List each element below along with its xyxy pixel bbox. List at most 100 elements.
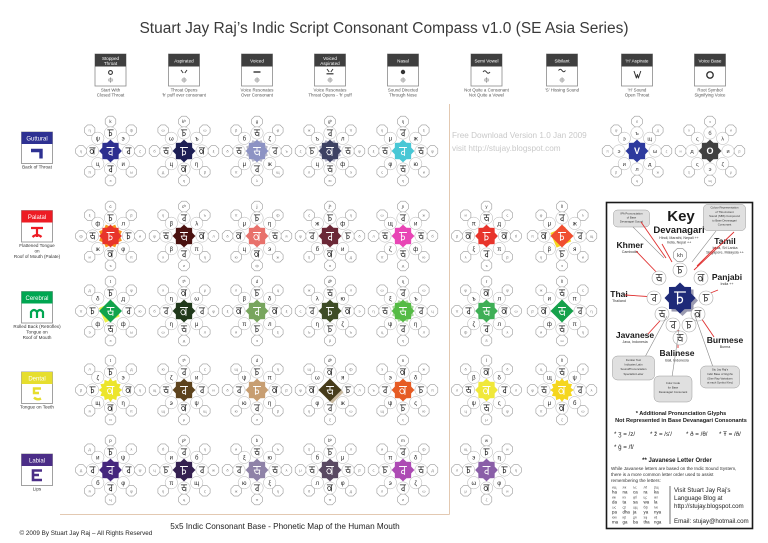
svg-text:ζ: ζ bbox=[472, 322, 475, 328]
svg-text:л: л bbox=[88, 367, 91, 372]
svg-text:of Base: of Base bbox=[627, 216, 637, 220]
svg-text:b: b bbox=[256, 438, 259, 443]
svg-text:Tongue on: Tongue on bbox=[26, 329, 48, 334]
svg-text:ψ: ψ bbox=[96, 137, 100, 143]
svg-text:иэ: иэ bbox=[623, 496, 627, 500]
svg-text:μ: μ bbox=[464, 488, 467, 493]
svg-text:ъ: ъ bbox=[315, 137, 319, 143]
svg-text:л: л bbox=[308, 169, 311, 174]
svg-text:ψ: ψ bbox=[358, 148, 361, 153]
svg-text:э: э bbox=[109, 178, 111, 183]
svg-text:❉: ❉ bbox=[327, 77, 333, 85]
svg-text:ψ: ψ bbox=[388, 401, 392, 407]
svg-text:ς: ς bbox=[373, 467, 375, 472]
svg-text:nga: nga bbox=[654, 520, 662, 525]
svg-text:© 2009 By Stuart Jay Raj – All: © 2009 By Stuart Jay Raj – All Rights Re… bbox=[20, 529, 153, 537]
svg-text:л: л bbox=[256, 417, 259, 422]
svg-text:visit http://stujay.blogspot.c: visit http://stujay.blogspot.com bbox=[452, 144, 561, 153]
svg-text:tʰ: tʰ bbox=[183, 358, 186, 363]
svg-text:э: э bbox=[350, 169, 352, 174]
svg-text:щ: щ bbox=[380, 408, 384, 413]
svg-text:жл: жл bbox=[654, 496, 658, 500]
svg-text:ξ: ξ bbox=[472, 247, 475, 253]
svg-text:э: э bbox=[381, 367, 383, 372]
svg-text:ж: ж bbox=[308, 128, 311, 133]
svg-text:ψ: ψ bbox=[299, 233, 302, 238]
svg-text:η: η bbox=[162, 213, 164, 218]
svg-text:ω: ω bbox=[422, 488, 425, 493]
svg-text:φ: φ bbox=[212, 308, 215, 313]
svg-text:и: и bbox=[582, 254, 584, 259]
svg-text:η: η bbox=[183, 178, 185, 183]
svg-text:β: β bbox=[170, 222, 174, 228]
svg-text:ψ: ψ bbox=[472, 401, 476, 407]
svg-text:δ: δ bbox=[464, 367, 467, 372]
svg-text:дя: дя bbox=[633, 516, 637, 520]
svg-text:и: и bbox=[623, 162, 626, 168]
svg-text:Stuart Jay Raj’s Indic Script: Stuart Jay Raj’s Indic Script Consonant … bbox=[139, 20, 628, 37]
svg-text:ю: ю bbox=[340, 297, 345, 303]
svg-text:Free Download Version 1.0 Jan: Free Download Version 1.0 Jan 2009 bbox=[452, 131, 587, 140]
svg-text:k: k bbox=[109, 119, 112, 124]
svg-text:kh: kh bbox=[677, 253, 683, 259]
svg-text:ζ: ζ bbox=[204, 367, 206, 372]
svg-text:б: б bbox=[243, 137, 247, 143]
svg-text:ζ: ζ bbox=[300, 148, 302, 153]
svg-text:wa: wa bbox=[644, 500, 650, 505]
svg-text:э: э bbox=[618, 149, 621, 155]
svg-text:л: л bbox=[350, 447, 353, 452]
svg-text:5x5 Indic Consonant Base - Pho: 5x5 Indic Consonant Base - Phonetic Map … bbox=[170, 522, 400, 531]
svg-text:ω: ω bbox=[162, 128, 165, 133]
svg-text:η: η bbox=[402, 338, 404, 343]
svg-text:д: д bbox=[350, 254, 353, 259]
svg-text:б: б bbox=[708, 131, 711, 137]
svg-text:ц: ц bbox=[153, 467, 156, 472]
svg-text:ф: ф bbox=[464, 329, 468, 334]
svg-text:μ: μ bbox=[299, 467, 302, 472]
svg-text:ψ: ψ bbox=[242, 376, 246, 382]
svg-text:βщ: βщ bbox=[654, 486, 659, 490]
svg-text:λ: λ bbox=[591, 387, 593, 392]
svg-text:IPA Pronunciation: IPA Pronunciation bbox=[620, 212, 642, 216]
svg-text:б: б bbox=[153, 148, 156, 153]
svg-text:η: η bbox=[515, 467, 517, 472]
svg-text:ф: ф bbox=[95, 322, 100, 328]
svg-text:η: η bbox=[498, 456, 501, 462]
svg-text:η: η bbox=[195, 162, 198, 168]
svg-text:λ: λ bbox=[286, 467, 288, 472]
svg-text:ba: ba bbox=[633, 520, 638, 525]
svg-text:ц: ц bbox=[381, 329, 384, 334]
svg-text:Nasal: Nasal bbox=[397, 58, 409, 63]
svg-text:ж: ж bbox=[540, 288, 543, 293]
svg-text:и: и bbox=[195, 376, 198, 382]
svg-text:cʰ: cʰ bbox=[182, 204, 186, 209]
svg-text:π: π bbox=[235, 213, 238, 218]
svg-text:ζ: ζ bbox=[561, 417, 563, 422]
svg-text:д: д bbox=[690, 149, 694, 155]
svg-text:η: η bbox=[170, 297, 173, 303]
svg-text:иξ: иξ bbox=[654, 516, 658, 520]
svg-text:φ: φ bbox=[388, 162, 392, 168]
svg-text:gʰ: gʰ bbox=[328, 119, 332, 124]
svg-text:nya: nya bbox=[654, 510, 662, 515]
svg-text:э: э bbox=[109, 338, 111, 343]
svg-text:ф: ф bbox=[276, 213, 280, 218]
svg-text:и: и bbox=[139, 233, 141, 238]
svg-text:δ: δ bbox=[226, 148, 229, 153]
svg-text:и: и bbox=[464, 213, 466, 218]
svg-text:tʰ: tʰ bbox=[183, 279, 186, 284]
svg-text:я: я bbox=[89, 408, 91, 413]
svg-text:Key: Key bbox=[667, 208, 695, 225]
svg-text:kʰ: kʰ bbox=[182, 119, 186, 124]
svg-text:ф: ф bbox=[340, 222, 345, 228]
svg-text:л: л bbox=[582, 367, 585, 372]
svg-text:Voiced: Voiced bbox=[250, 58, 264, 63]
svg-text:β: β bbox=[170, 247, 174, 253]
svg-text:φ: φ bbox=[464, 288, 467, 293]
svg-text:щ: щ bbox=[153, 387, 157, 392]
svg-text:λ: λ bbox=[465, 254, 467, 259]
svg-text:л: л bbox=[635, 167, 638, 173]
svg-text:❉: ❉ bbox=[484, 77, 490, 85]
svg-text:π: π bbox=[573, 322, 577, 328]
svg-text:While Javanese letters are bas: While Javanese letters are based on the … bbox=[611, 466, 736, 471]
